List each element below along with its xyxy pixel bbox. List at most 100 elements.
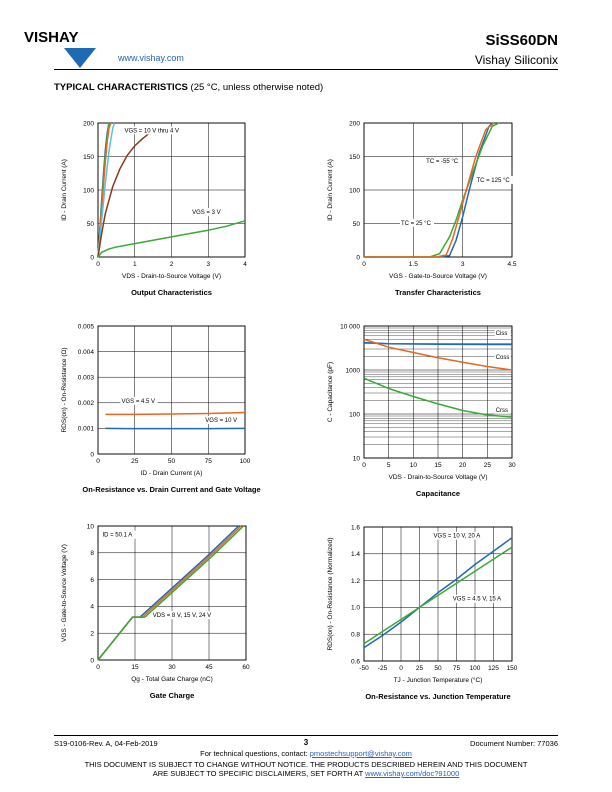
annotation-label: VGS = 10 V, 20 A [434, 534, 481, 540]
y-tick-label: 0.001 [78, 426, 95, 433]
plot-frame [97, 525, 247, 661]
series-line-0 [363, 341, 512, 346]
x-axis-label: VDS - Drain-to-Source Voltage (V) [389, 474, 488, 481]
y-tick-label: 1000 [346, 367, 361, 374]
x-tick-label: 50 [168, 458, 176, 465]
y-tick-label: 0.003 [78, 375, 95, 382]
chart-title: On-Resistance vs. Drain Current and Gate… [82, 485, 260, 494]
x-tick-label: 1.5 [409, 261, 418, 268]
section-note: (25 °C, unless otherwise noted) [190, 82, 324, 93]
y-tick-label: 200 [349, 120, 360, 127]
y-tick-label: 50 [87, 221, 95, 228]
annotation-bg [191, 208, 223, 217]
annotation-bg [475, 175, 513, 184]
annotation-label: TC = -55 °C [426, 159, 459, 165]
x-tick-label: 5 [387, 462, 391, 469]
y-tick-label: 0 [90, 657, 94, 664]
x-tick-label: 4 [243, 261, 247, 268]
company-name: Vishay Siliconix [474, 53, 558, 67]
x-axis-label: VGS - Gate-to-Source Voltage (V) [389, 273, 487, 280]
annotation-label: Crss [496, 408, 508, 414]
x-tick-label: 0 [96, 664, 100, 671]
y-axis-label: RDS(on) - On-Resistance (Ω) [61, 347, 68, 432]
x-tick-label: 50 [434, 665, 442, 672]
x-tick-label: 20 [459, 462, 467, 469]
document-number: Document Number: 77036 [470, 739, 558, 748]
annotation-bg [400, 218, 434, 227]
notice-prefix: ARE SUBJECT TO SPECIFIC DISCLAIMERS, SET… [152, 769, 366, 778]
chart-gate-charge: 0 15 30 45 60 0 2 4 6 8 10 ID = 50.1 A VDS = 8 V, 15… [61, 523, 250, 700]
y-tick-label: 150 [83, 154, 94, 161]
series-line-0 [364, 122, 493, 258]
series-line-5 [97, 220, 246, 258]
x-tick-label: 30 [168, 664, 176, 671]
x-tick-label: 4.5 [507, 261, 516, 268]
header-url-link[interactable]: www.vishay.com [118, 53, 184, 63]
x-tick-label: 2 [170, 261, 174, 268]
y-axis-label: RDS(on) - On-Resistance (Normalized) [327, 537, 334, 650]
x-tick-label: 150 [507, 665, 518, 672]
series-line-0 [105, 411, 246, 416]
y-tick-label: 50 [353, 221, 361, 228]
y-tick-label: 10 [87, 523, 95, 530]
x-tick-label: 75 [453, 665, 461, 672]
series-line-1 [364, 122, 500, 258]
annotation-label: VGS = 4.5 V [122, 399, 156, 405]
part-number: SiSS60DN [485, 32, 558, 49]
x-tick-label: 0 [96, 261, 100, 268]
y-tick-label: 0.6 [351, 658, 360, 665]
y-tick-label: 1.4 [351, 551, 360, 558]
annotation-bg [451, 594, 507, 603]
annotation-bg [151, 611, 219, 620]
y-tick-label: 100 [83, 187, 94, 194]
vishay-logo: VISHAY [24, 29, 96, 68]
series-line-2 [363, 377, 513, 418]
y-tick-label: 0 [90, 254, 94, 261]
y-tick-label: 10 [353, 455, 361, 462]
x-tick-label: 25 [416, 665, 424, 672]
x-axis-label: TJ - Junction Temperature (°C) [394, 676, 483, 684]
y-tick-label: 10 000 [340, 323, 360, 330]
y-tick-label: 100 [349, 187, 360, 194]
y-tick-label: 0.8 [351, 632, 360, 639]
chart-title: Capacitance [416, 489, 460, 498]
annotation-bg [123, 126, 185, 135]
y-axis-label: C - Capacitance (pF) [327, 362, 334, 422]
contact-email-link[interactable]: pmostechsupport@vishay.com [309, 749, 412, 758]
x-tick-label: 0 [399, 665, 403, 672]
annotation-label: Ciss [496, 331, 508, 337]
series-line-1 [97, 525, 242, 661]
page-number: 3 [303, 738, 309, 747]
y-tick-label: 4 [90, 604, 94, 611]
annotation-label: VGS = 10 V thru 4 V [124, 128, 179, 134]
series-line-2 [364, 122, 495, 258]
annotation-bg [425, 157, 463, 166]
y-tick-label: 0 [356, 254, 360, 261]
x-axis-label: ID - Drain Current (A) [141, 470, 203, 477]
x-tick-label: 25 [131, 458, 139, 465]
y-axis-label: ID - Drain Current (A) [61, 159, 68, 221]
plot-frame [97, 325, 246, 455]
y-axis-label: ID - Drain Current (A) [327, 159, 334, 221]
notice-line-1: THIS DOCUMENT IS SUBJECT TO CHANGE WITHO… [84, 760, 528, 769]
x-tick-label: 1 [133, 261, 137, 268]
y-tick-label: 100 [349, 411, 360, 418]
y-tick-label: 150 [349, 154, 360, 161]
y-tick-label: 8 [90, 550, 94, 557]
chart-on-resistance-vs-temperature: -50 -25 0 25 50 75 100 125 150 0.6 0.8 1.0 1.2 1.4 1.6… [327, 524, 518, 701]
chart-title: Gate Charge [150, 691, 195, 700]
x-tick-label: 30 [508, 462, 516, 469]
disclaimer-link[interactable]: www.vishay.com/doc?91000 [365, 769, 460, 778]
x-tick-label: 125 [488, 665, 499, 672]
y-tick-label: 200 [83, 120, 94, 127]
x-tick-label: 25 [484, 462, 492, 469]
annotation-label: VDS = 8 V, 15 V, 24 V [153, 613, 211, 619]
y-tick-label: 0.004 [78, 349, 95, 356]
annotation-bg [494, 405, 511, 414]
x-tick-label: 60 [242, 664, 250, 671]
series-line-1 [363, 338, 513, 371]
annotation-bg [432, 531, 485, 540]
annotation-bg [494, 353, 511, 361]
x-tick-label: 100 [240, 458, 251, 465]
annotation-label: ID = 50.1 A [102, 533, 132, 539]
